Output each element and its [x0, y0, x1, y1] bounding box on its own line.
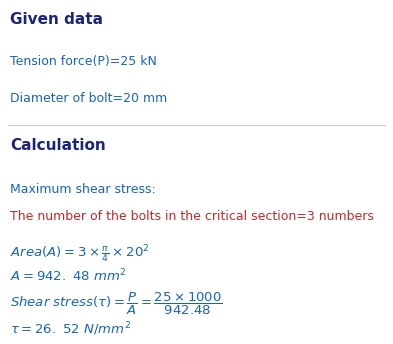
Text: $\mathit{Shear\ stress(\tau) = \dfrac{P}{A} = \dfrac{25 \times 1000}{942.48}}$: $\mathit{Shear\ stress(\tau) = \dfrac{P}… — [10, 291, 223, 317]
Text: The number of the bolts in the critical section=3 numbers: The number of the bolts in the critical … — [10, 210, 374, 223]
Text: Given data: Given data — [10, 12, 103, 27]
Text: Diameter of bolt=20 mm: Diameter of bolt=20 mm — [10, 92, 167, 105]
Text: Calculation: Calculation — [10, 138, 106, 153]
Text: $\mathit{A = 942.\ 48\ mm^2}$: $\mathit{A = 942.\ 48\ mm^2}$ — [10, 268, 127, 284]
Text: Maximum shear stress:: Maximum shear stress: — [10, 183, 156, 196]
Text: Tension force(P)=25 kN: Tension force(P)=25 kN — [10, 55, 157, 68]
Text: $\mathit{\tau = 26.\ 52\ N/mm^2}$: $\mathit{\tau = 26.\ 52\ N/mm^2}$ — [10, 320, 131, 337]
Text: $\mathit{Area(A) = 3 \times \frac{\pi}{4} \times 20^2}$: $\mathit{Area(A) = 3 \times \frac{\pi}{4… — [10, 244, 150, 265]
